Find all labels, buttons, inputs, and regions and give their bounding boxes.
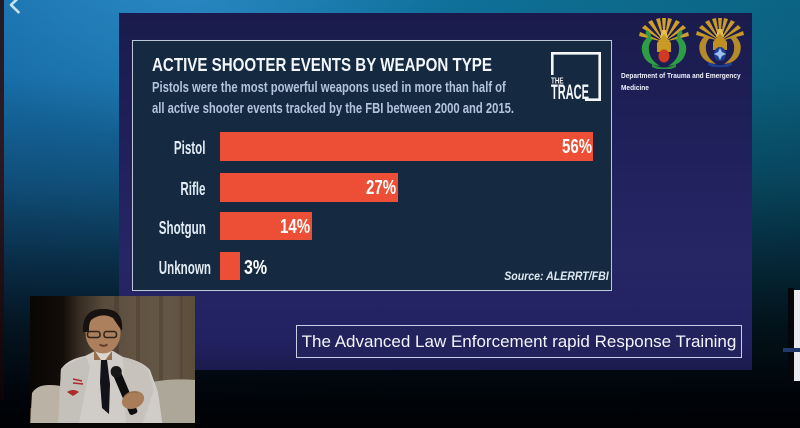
- svg-text:TRACE: TRACE: [551, 81, 589, 101]
- svg-text:THE: THE: [551, 76, 564, 86]
